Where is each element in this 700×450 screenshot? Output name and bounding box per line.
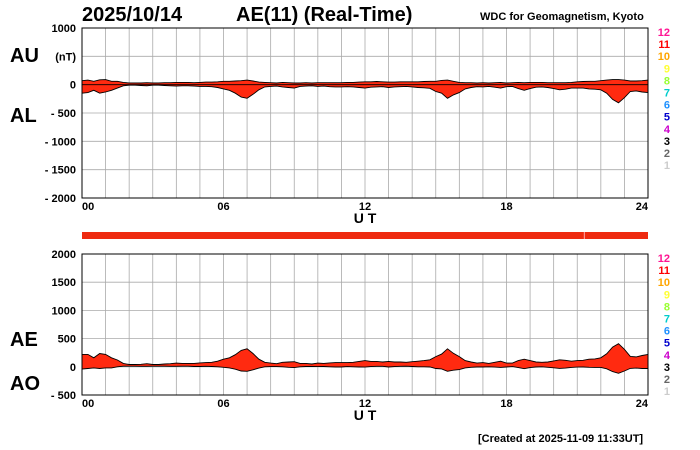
station-count-label: 3 [664,362,670,374]
index-title: AE(11) (Real-Time) [236,4,413,26]
x-tick-label: 00 [82,398,94,410]
x-tick-label: 06 [217,201,229,213]
station-count-label: 1 [664,386,670,398]
x-tick-label: 24 [636,201,649,213]
plot-frame [81,253,649,396]
source-label: WDC for Geomagnetism, Kyoto [480,11,644,23]
station-count-label: 12 [658,27,670,39]
station-count-label: 8 [664,301,670,313]
y-tick-label: 1000 [52,23,76,35]
au_al-fill-area [82,79,648,103]
y-tick-label: 2000 [52,249,76,261]
station-coverage-bar [82,232,648,239]
y-tick-label: 1000 [52,305,76,317]
station-count-label: 1 [664,160,670,172]
x-axis-label: U T [354,210,377,226]
station-count-label: 11 [658,265,670,277]
station-count-label: 2 [664,148,670,160]
station-count-label: 6 [664,100,670,112]
station-count-label: 5 [664,338,670,350]
y-tick-label: 500 [58,334,76,346]
ae_ao-fill-area [82,343,648,374]
series-al-line [81,84,649,104]
station-count-label: 12 [658,253,670,265]
series-au-line [81,79,649,84]
series-label-au: AU [10,45,39,67]
y-tick-label: 0 [70,80,76,92]
station-count-label: 7 [664,88,670,100]
station-count-label: 8 [664,75,670,87]
x-tick-label: 18 [500,398,512,410]
x-tick-label: 12 [359,398,371,410]
station-count-label: 9 [664,63,670,75]
x-tick-label: 12 [359,201,371,213]
series-ae-line [82,343,649,365]
station-count-label: 3 [664,136,670,148]
series-label-ae: AE [10,329,38,351]
y-tick-label: - 1000 [45,136,76,148]
y-tick-label: - 1500 [45,165,76,177]
series-label-ao: AO [10,373,40,395]
x-tick-label: 18 [500,201,512,213]
station-count-label: 11 [658,39,670,51]
created-timestamp: [Created at 2025-11-09 11:33UT] [478,433,644,445]
x-tick-label: 06 [217,398,229,410]
station-count-label: 5 [664,112,670,124]
plot-frame [81,27,649,199]
series-ao-line [81,365,648,374]
y-tick-label: - 2000 [45,193,76,205]
x-tick-label: 24 [636,398,649,410]
station-count-label: 7 [664,314,670,326]
station-count-label: 6 [664,326,670,338]
y-tick-label: - 500 [51,108,76,120]
station-count-label: 4 [664,350,671,362]
y-tick-label: 0 [70,362,76,374]
station-count-label: 10 [658,51,670,63]
y-tick-label: - 500 [51,390,76,402]
station-count-label: 10 [658,277,670,289]
y-tick-label: (nT) [55,51,76,63]
x-tick-label: 00 [82,201,94,213]
series-label-al: AL [10,105,37,127]
y-tick-label: 1500 [52,277,76,289]
date-title: 2025/10/14 [82,4,183,26]
station-count-label: 9 [664,289,670,301]
station-count-label: 4 [664,124,671,136]
x-axis-label: U T [354,407,377,423]
station-count-label: 2 [664,374,670,386]
